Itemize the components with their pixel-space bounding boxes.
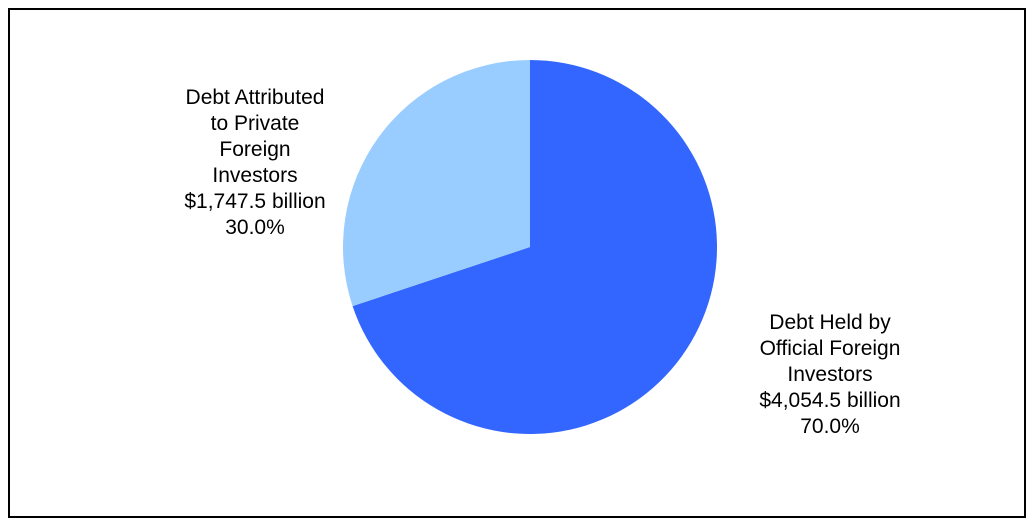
slice-amount: $4,054.5 billion [759,389,901,412]
slice-label-line: Debt Attributed [185,86,325,109]
slice-label-line: Official Foreign [759,337,901,360]
slice-label-line: Debt Held by [769,311,891,334]
slice-label-line: Foreign [219,138,291,161]
slice-amount: $1,747.5 billion [184,190,326,213]
slice-label-line: Investors [787,363,873,386]
pie-slice-1 [343,60,530,307]
slice-percent: 30.0% [225,216,285,239]
chart-frame: Debt Attributed to Private Foreign Inves… [8,8,1026,518]
pie-chart [343,60,717,435]
slice-label-official-investors: Debt Held by Official Foreign Investors … [720,310,940,440]
slice-label-line: Investors [212,164,298,187]
pie-slice-0 [352,60,717,435]
slice-label-line: to Private [210,112,300,135]
slice-label-private-investors: Debt Attributed to Private Foreign Inves… [150,85,360,241]
slice-percent: 70.0% [800,415,860,438]
